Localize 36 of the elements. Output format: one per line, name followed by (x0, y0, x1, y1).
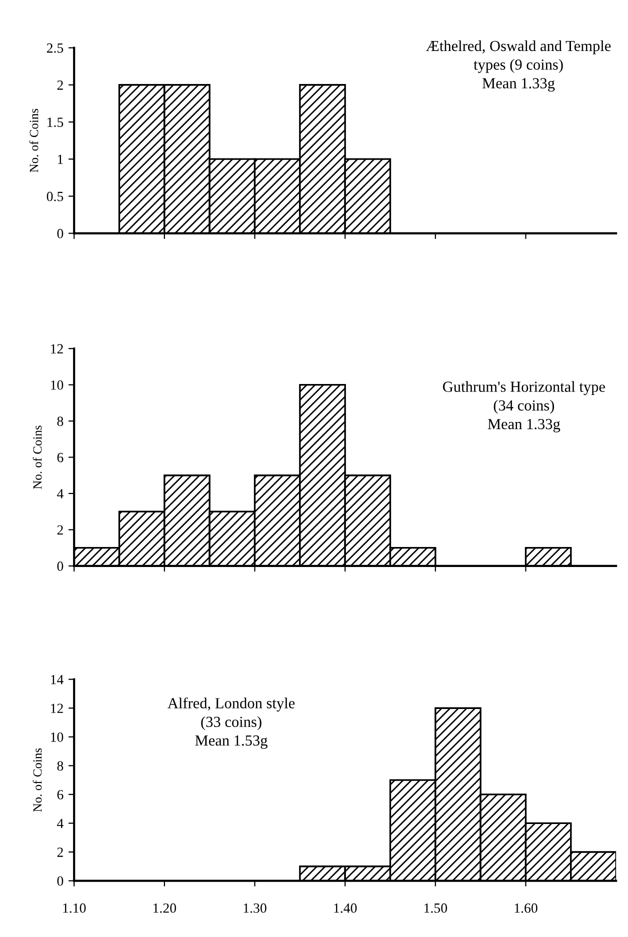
y-tick-label: 10 (51, 380, 64, 390)
x-tick-label: 1.20 (154, 903, 176, 913)
y-tick-label: 12 (51, 704, 63, 713)
annotation: Mean 1.33g (488, 418, 560, 432)
annotation: Mean 1.53g (195, 735, 268, 749)
y-tick-label: 2 (57, 848, 63, 857)
y-axis-title: No. of Coins (29, 108, 38, 172)
y-axis-title: No. of Coins (32, 426, 42, 490)
y-tick-label: 2 (57, 525, 63, 535)
y-tick-label: 2.5 (46, 43, 64, 53)
x-tick-label: 1.50 (424, 903, 448, 913)
y-tick-label: 4 (57, 818, 64, 828)
annotation: Mean 1.33g (482, 78, 555, 92)
y-tick-label: 1.5 (48, 118, 64, 128)
text: Alfred, London style (33 coins) (168, 697, 295, 730)
x-tick-label: 1.30 (244, 903, 266, 913)
y-tick-label: 0.5 (46, 192, 64, 202)
y-tick-label: 4 (57, 489, 64, 498)
y-tick-label: 6 (57, 452, 64, 462)
x-tick-label: 1.10 (63, 903, 86, 913)
x-tick-label: 1.40 (334, 903, 357, 913)
y-axis-title: No. of Coins (32, 748, 42, 812)
y-tick-label: 8 (57, 416, 64, 426)
y-tick-label: 0 (57, 228, 64, 238)
y-tick-label: 0 (57, 876, 64, 886)
y-tick-label: 12 (51, 344, 63, 354)
y-tick-label: 14 (51, 674, 64, 684)
y-tick-label: 2 (57, 80, 63, 90)
y-tick-label: 10 (51, 732, 64, 742)
y-tick-label: 6 (57, 790, 64, 800)
y-tick-label: 1 (58, 154, 63, 164)
chart-title: Æthelred, Oswald and Temple types (9 coins) (426, 40, 611, 73)
text: Guthrum's Horizontal type (34 coins) (442, 381, 605, 414)
x-tick-label: 1.60 (514, 903, 538, 913)
y-tick-label: 0 (57, 562, 64, 571)
y-tick-label: 8 (57, 761, 64, 771)
